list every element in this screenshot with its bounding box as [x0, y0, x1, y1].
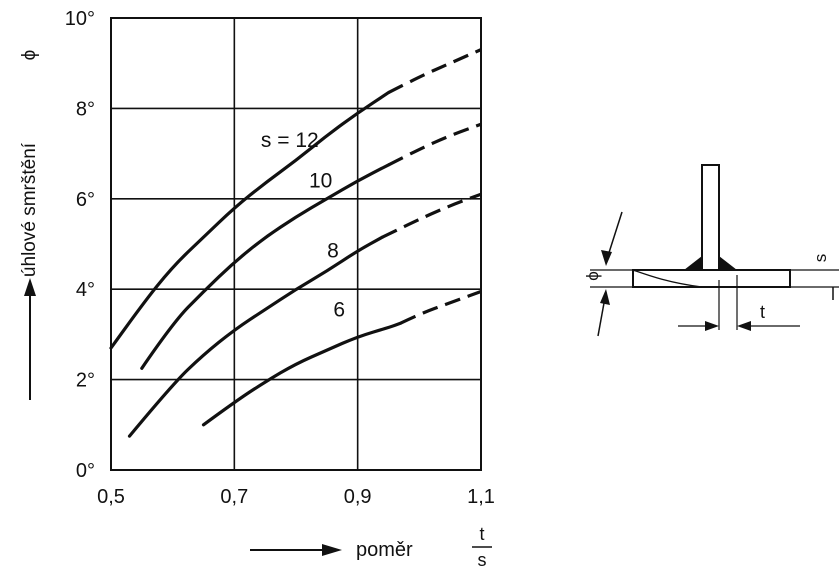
angular-shrinkage-chart: s = 12 10 8 6 0,5 0,7 0,9 1,1 0° 2° 4° 6° 8° 10° úh…	[19, 8, 495, 570]
left-weld	[684, 256, 702, 270]
series-solid-line	[127, 235, 384, 438]
x-axis-label: poměr	[356, 539, 413, 561]
x-tick-label: 1,1	[467, 486, 495, 508]
series-solid-line	[109, 91, 391, 350]
phi-label: ϕ	[583, 271, 602, 281]
x-tick-label: 0,7	[220, 486, 248, 508]
series-line-2: 8	[127, 192, 482, 438]
y-axis-label: úhlové smrštění	[19, 142, 40, 277]
s-label: s	[811, 254, 830, 263]
right-weld	[719, 256, 737, 270]
series-line-3: 6	[201, 289, 482, 427]
series-solid-line	[140, 163, 391, 370]
flange-plate	[632, 269, 791, 288]
phi-arrow-lower	[600, 289, 610, 305]
y-axis-arrow	[24, 278, 36, 400]
y-tick-label: 4°	[76, 279, 95, 301]
y-tick-labels: 0° 2° 4° 6° 8° 10°	[65, 8, 95, 482]
x-tick-label: 0,9	[344, 486, 372, 508]
series-label: 6	[333, 298, 345, 321]
t-joint-sketch: s ϕ t	[583, 164, 839, 337]
series-dashed-line	[381, 192, 482, 239]
y-tick-label: 0°	[76, 460, 95, 482]
series-dashed-line	[387, 122, 482, 167]
y-tick-label: 8°	[76, 98, 95, 120]
x-tick-labels: 0,5 0,7 0,9 1,1	[97, 486, 495, 508]
y-tick-label: 10°	[65, 8, 95, 30]
distorted-flange-line	[632, 269, 703, 288]
plot-border	[110, 17, 482, 471]
x-axis-arrow	[250, 544, 342, 556]
series-solid-line	[201, 321, 403, 427]
series-line-0: s = 12	[109, 48, 482, 350]
t-label: t	[760, 302, 765, 322]
series-label: 8	[327, 240, 339, 263]
x-axis-fraction-numerator: t	[479, 524, 484, 544]
series-label: s = 12	[261, 129, 319, 152]
x-tick-label: 0,5	[97, 486, 125, 508]
series-label: 10	[309, 170, 332, 193]
curves: s = 12 10 8 6	[109, 48, 482, 438]
t-arrow-left	[705, 321, 719, 331]
series-dashed-line	[387, 48, 482, 95]
grid	[110, 17, 482, 471]
y-tick-label: 2°	[76, 370, 95, 392]
web-plate	[701, 164, 720, 271]
y-axis-label-group: úhlové smrštění ϕ	[19, 50, 40, 277]
series-dashed-line	[400, 289, 482, 325]
series-line-1: 10	[140, 122, 482, 370]
y-axis-symbol: ϕ	[19, 50, 40, 61]
plot-frame	[110, 17, 482, 471]
x-axis-fraction-denominator: s	[478, 550, 487, 570]
phi-arrow-upper	[601, 250, 612, 266]
y-tick-label: 6°	[76, 189, 95, 211]
t-arrow-right	[737, 321, 751, 331]
